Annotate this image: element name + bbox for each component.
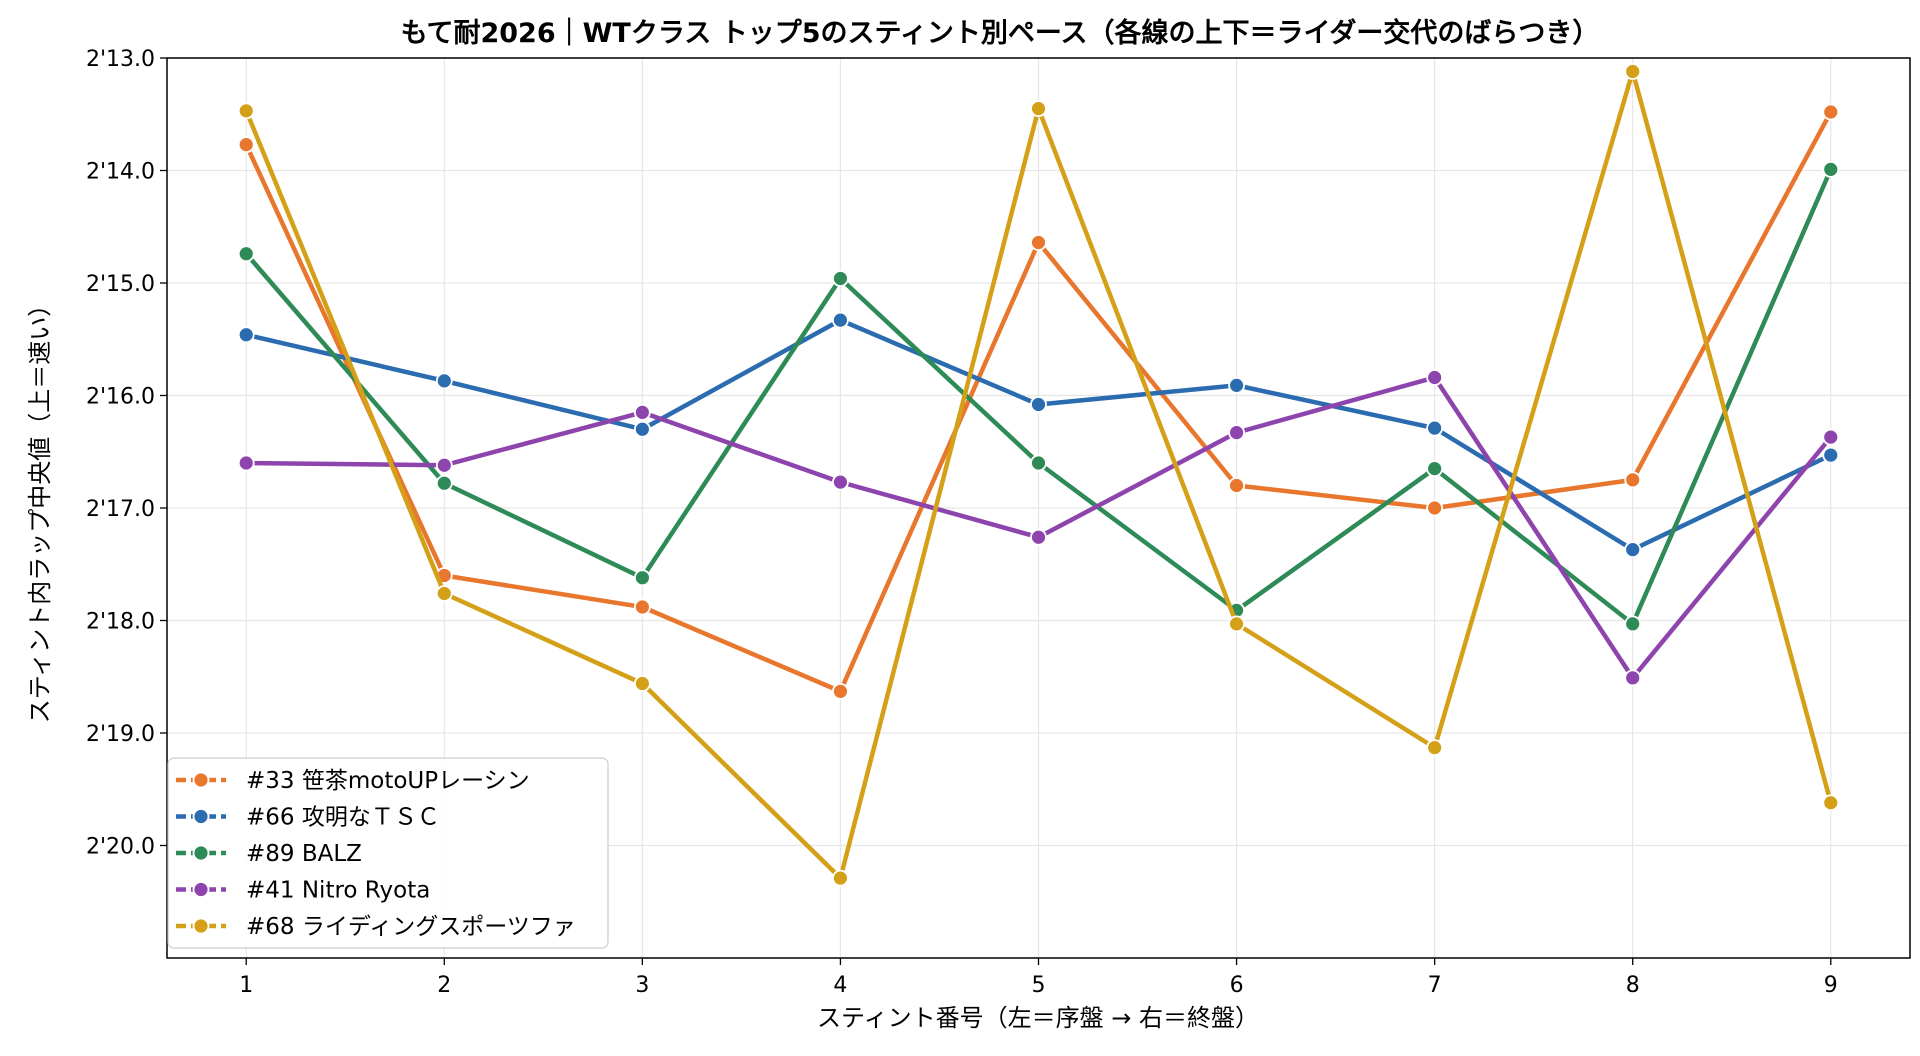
data-point: [237, 454, 255, 472]
data-point: [832, 869, 849, 887]
data-point: [633, 403, 651, 421]
y-tick-label: 2'19.0: [86, 722, 155, 747]
data-point: [1030, 528, 1047, 546]
y-axis-ticks: 2'13.0 2'14.0 2'15.0 2'16.0 2'17.0 2'18.0 2'19…: [86, 47, 167, 860]
legend-label: #33 笹茶motoUPレーシン: [246, 768, 530, 794]
data-point: [633, 420, 651, 438]
data-point: [1624, 63, 1642, 80]
legend-item: #66 攻明なＴＳＣ: [176, 805, 440, 831]
legend-box: [167, 757, 609, 949]
legend-label: #66 攻明なＴＳＣ: [246, 805, 440, 831]
legend-item: #33 笹茶motoUPレーシン: [176, 768, 530, 794]
legend-marker: [192, 771, 210, 789]
data-point: [1426, 499, 1444, 517]
x-tick-label: 7: [1428, 973, 1442, 998]
data-point: [1228, 615, 1245, 633]
series-3: [237, 160, 1840, 633]
data-point: [435, 372, 453, 390]
data-point: [237, 245, 255, 263]
data-point: [633, 569, 651, 587]
legend: #33 笹茶motoUPレーシン #66 攻明なＴＳＣ #89 BALZ #41 Ni…: [167, 757, 609, 949]
y-tick-label: 2'18.0: [86, 610, 155, 635]
x-tick-label: 5: [1032, 973, 1046, 998]
legend-marker: [192, 881, 210, 898]
y-axis-label: スティント内ラップ中央値（上＝速い）: [26, 293, 54, 724]
data-point: [1822, 160, 1840, 178]
y-tick-label: 2'16.0: [86, 385, 155, 410]
legend-item: #68 ライディングスポーツファ: [176, 914, 576, 940]
data-point: [1822, 446, 1840, 464]
data-point: [237, 326, 255, 344]
data-point: [1030, 100, 1047, 118]
data-point: [237, 136, 255, 154]
data-point: [1822, 103, 1840, 121]
y-tick-label: 2'20.0: [86, 835, 155, 860]
chart-title: もて耐2026｜WTクラス トップ5のスティント別ペース（各線の上下＝ライダー交…: [401, 17, 1600, 49]
data-point: [1030, 454, 1047, 472]
y-tick-label: 2'15.0: [86, 272, 155, 297]
data-point: [832, 270, 849, 287]
data-point: [237, 102, 255, 120]
data-point: [1624, 669, 1642, 687]
data-point: [435, 585, 453, 602]
data-point: [1624, 615, 1642, 633]
legend-label: #41 Nitro Ryota: [246, 878, 430, 904]
data-point: [633, 598, 651, 616]
y-tick-label: 2'13.0: [86, 47, 155, 72]
data-point: [435, 474, 453, 492]
data-point: [1822, 794, 1840, 812]
legend-label: #89 BALZ: [246, 841, 362, 867]
data-point: [1030, 234, 1047, 251]
legend-marker: [192, 917, 210, 935]
x-tick-label: 4: [833, 973, 847, 998]
data-point: [1426, 419, 1444, 437]
data-point: [1624, 541, 1642, 559]
y-tick-label: 2'17.0: [86, 497, 155, 522]
data-point: [1228, 424, 1245, 442]
x-tick-label: 3: [635, 973, 649, 998]
x-tick-label: 9: [1824, 973, 1838, 998]
y-tick-label: 2'14.0: [86, 160, 155, 185]
x-tick-label: 1: [239, 973, 253, 998]
data-point: [832, 682, 849, 700]
series-4: [237, 369, 1840, 687]
x-axis-label: スティント番号（左＝序盤 → 右＝終盤）: [817, 1004, 1259, 1032]
legend-marker: [192, 844, 210, 862]
legend-item: #41 Nitro Ryota: [176, 878, 430, 904]
data-point: [1822, 428, 1840, 446]
data-point: [832, 311, 849, 329]
legend-marker: [192, 808, 210, 825]
legend-label: #68 ライディングスポーツファ: [246, 914, 576, 940]
series-layer: [237, 63, 1840, 887]
x-axis-ticks: 1 2 3 4 5 6 7 8 9: [239, 958, 1838, 998]
data-point: [1426, 460, 1444, 478]
data-point: [435, 456, 453, 474]
legend-item: #89 BALZ: [176, 841, 362, 867]
data-point: [832, 473, 849, 491]
data-point: [1624, 471, 1642, 489]
data-point: [1228, 477, 1245, 494]
x-tick-label: 2: [437, 973, 451, 998]
data-point: [1426, 739, 1444, 757]
x-tick-label: 6: [1230, 973, 1244, 998]
data-point: [1030, 396, 1047, 413]
data-point: [1426, 369, 1444, 386]
x-tick-label: 8: [1626, 973, 1640, 998]
data-point: [1228, 376, 1245, 394]
series-2: [237, 311, 1840, 559]
data-point: [633, 675, 651, 692]
series-5: [237, 63, 1840, 887]
